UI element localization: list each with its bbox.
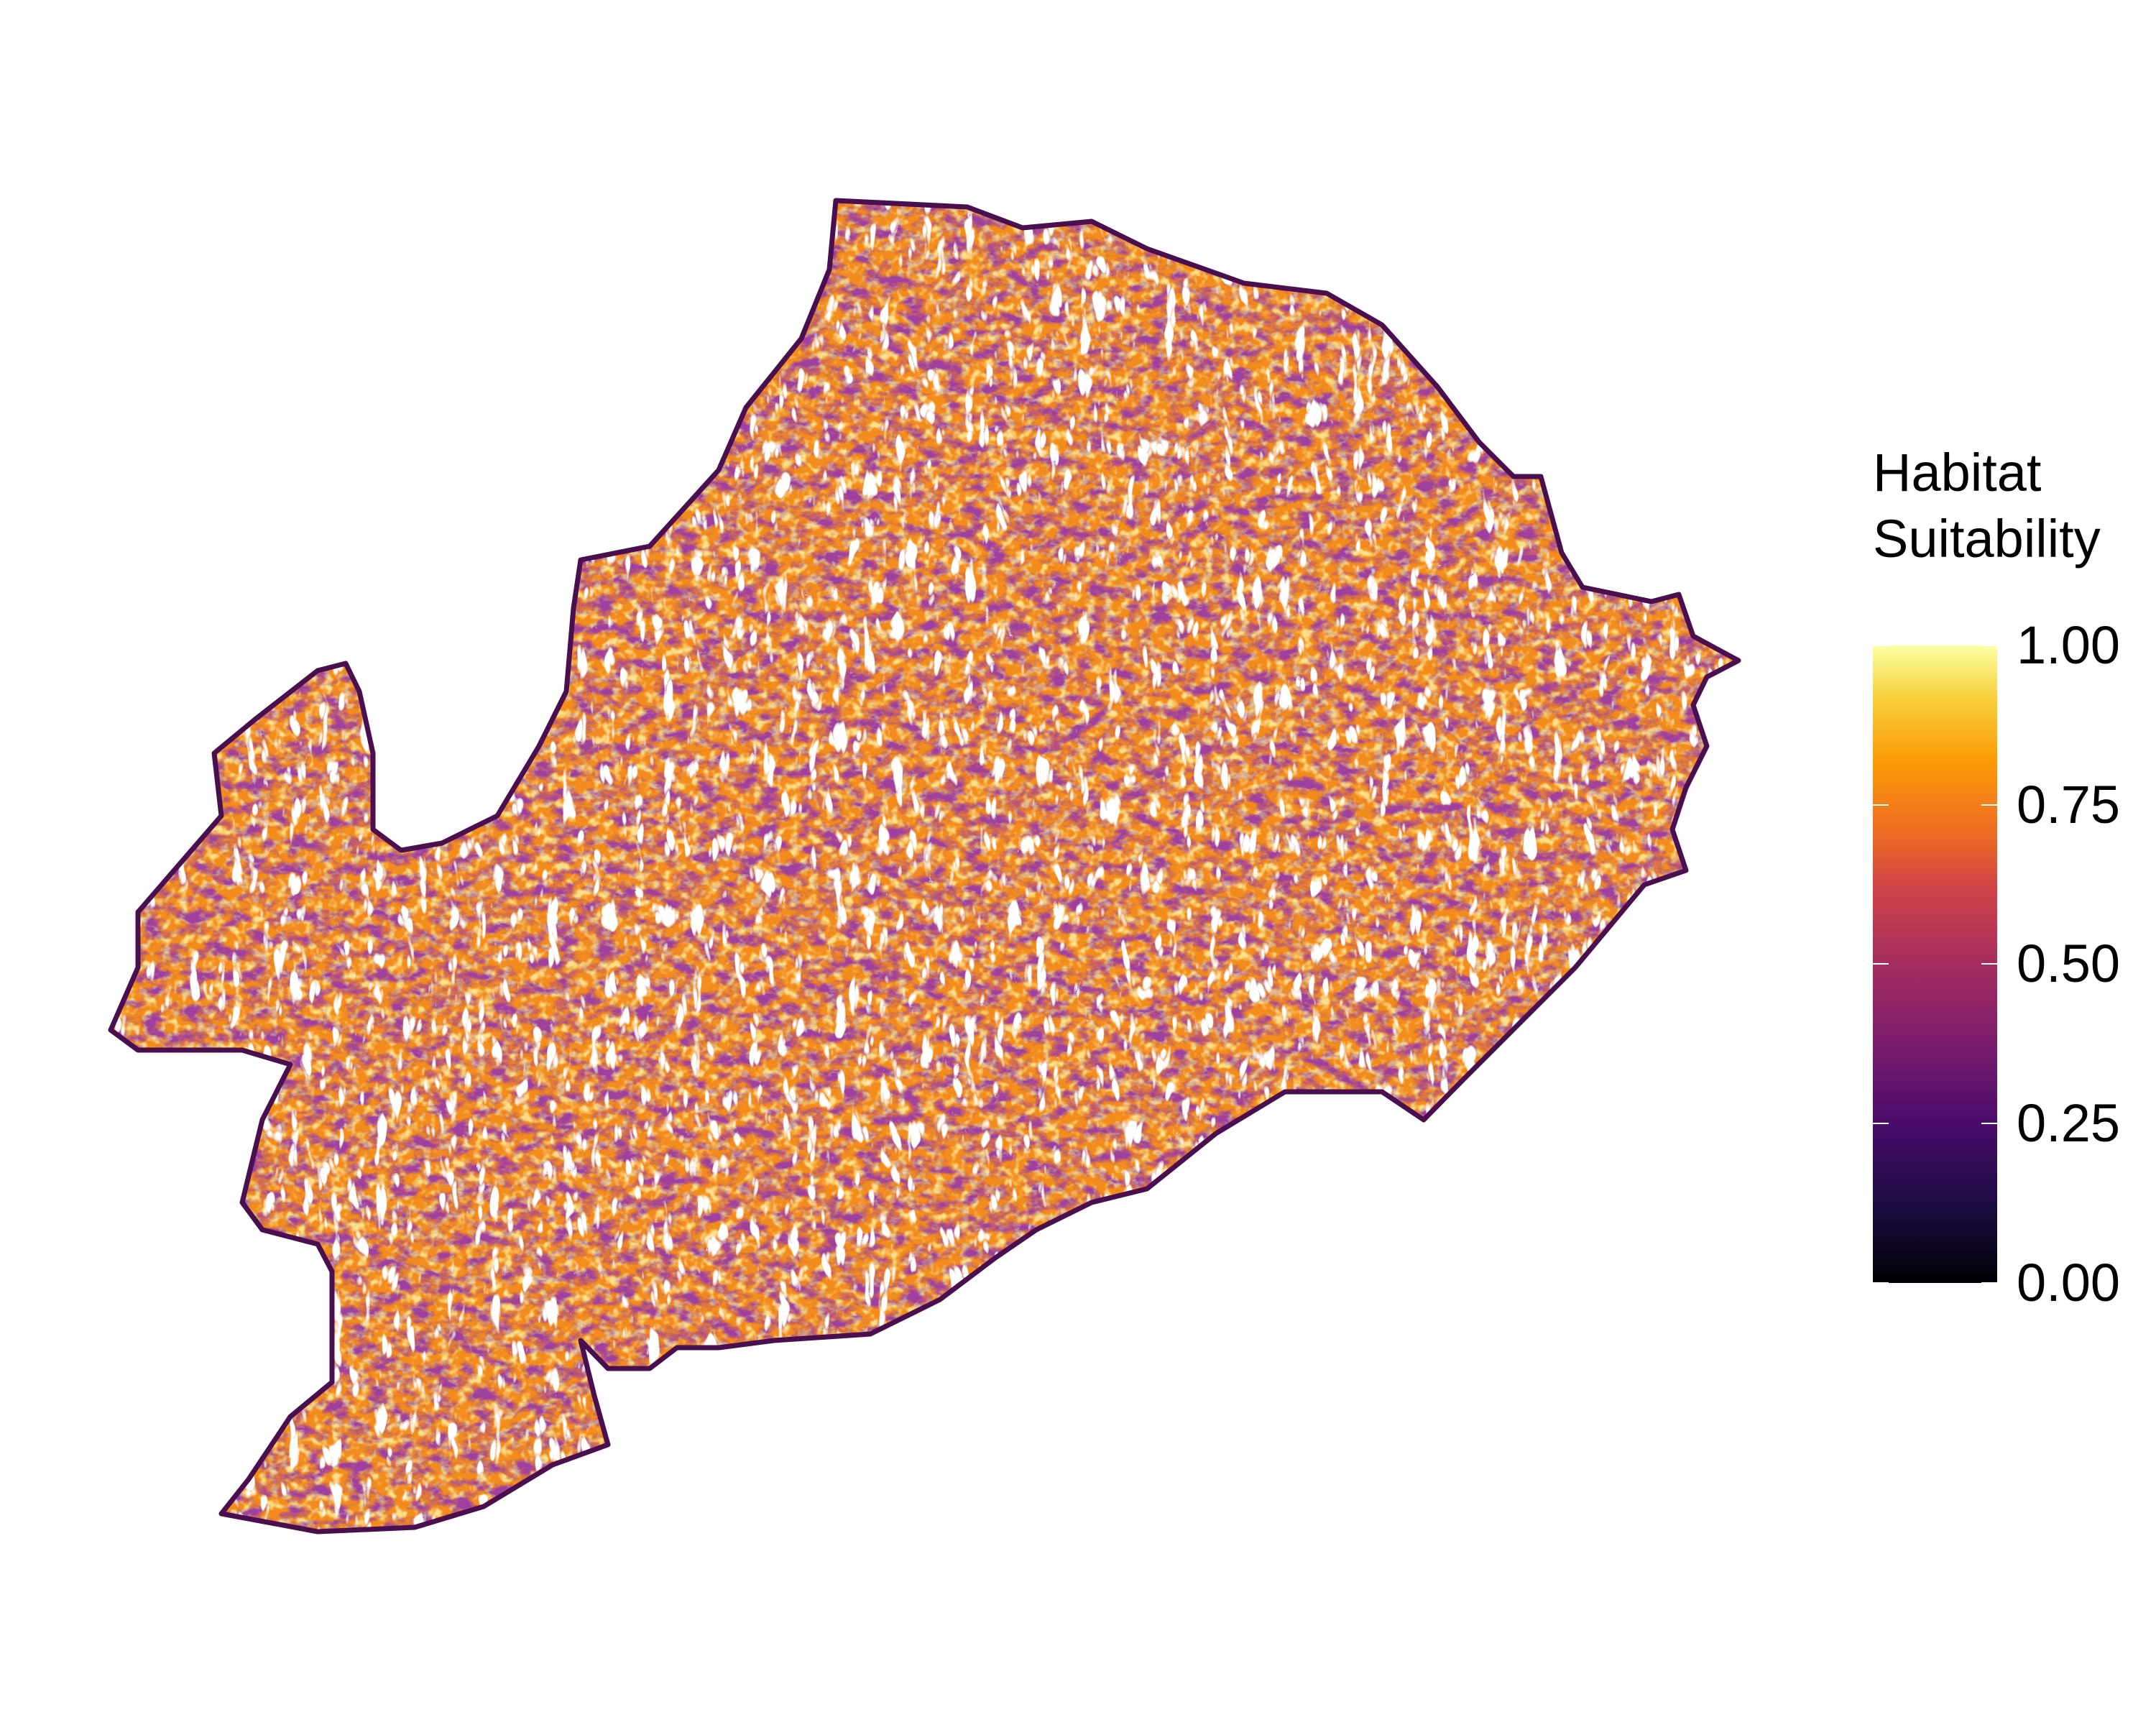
legend-tick (1981, 963, 1997, 965)
legend-colorbar (1873, 645, 1997, 1283)
legend-tick (1873, 1123, 1889, 1124)
legend-tick (1873, 804, 1889, 806)
legend-tick (1981, 645, 1997, 646)
legend-label-0.50: 0.50 (2017, 934, 2121, 993)
legend-tick (1981, 1123, 1997, 1124)
legend-label-1.00: 1.00 (2017, 615, 2121, 675)
legend-title-line1: Habitat (1873, 443, 2042, 502)
legend-title: Habitat Suitability (1873, 440, 2101, 572)
legend-label-0.75: 0.75 (2017, 775, 2121, 834)
legend-tick (1981, 804, 1997, 806)
legend-label-0.00: 0.00 (2017, 1253, 2121, 1312)
study-area-boundary (108, 198, 1741, 1535)
legend-title-line2: Suitability (1873, 509, 2101, 569)
legend-tick (1873, 645, 1889, 646)
legend-label-0.25: 0.25 (2017, 1093, 2121, 1153)
legend-tick (1981, 1282, 1997, 1284)
legend-tick (1873, 963, 1889, 965)
legend-tick (1873, 1282, 1889, 1284)
